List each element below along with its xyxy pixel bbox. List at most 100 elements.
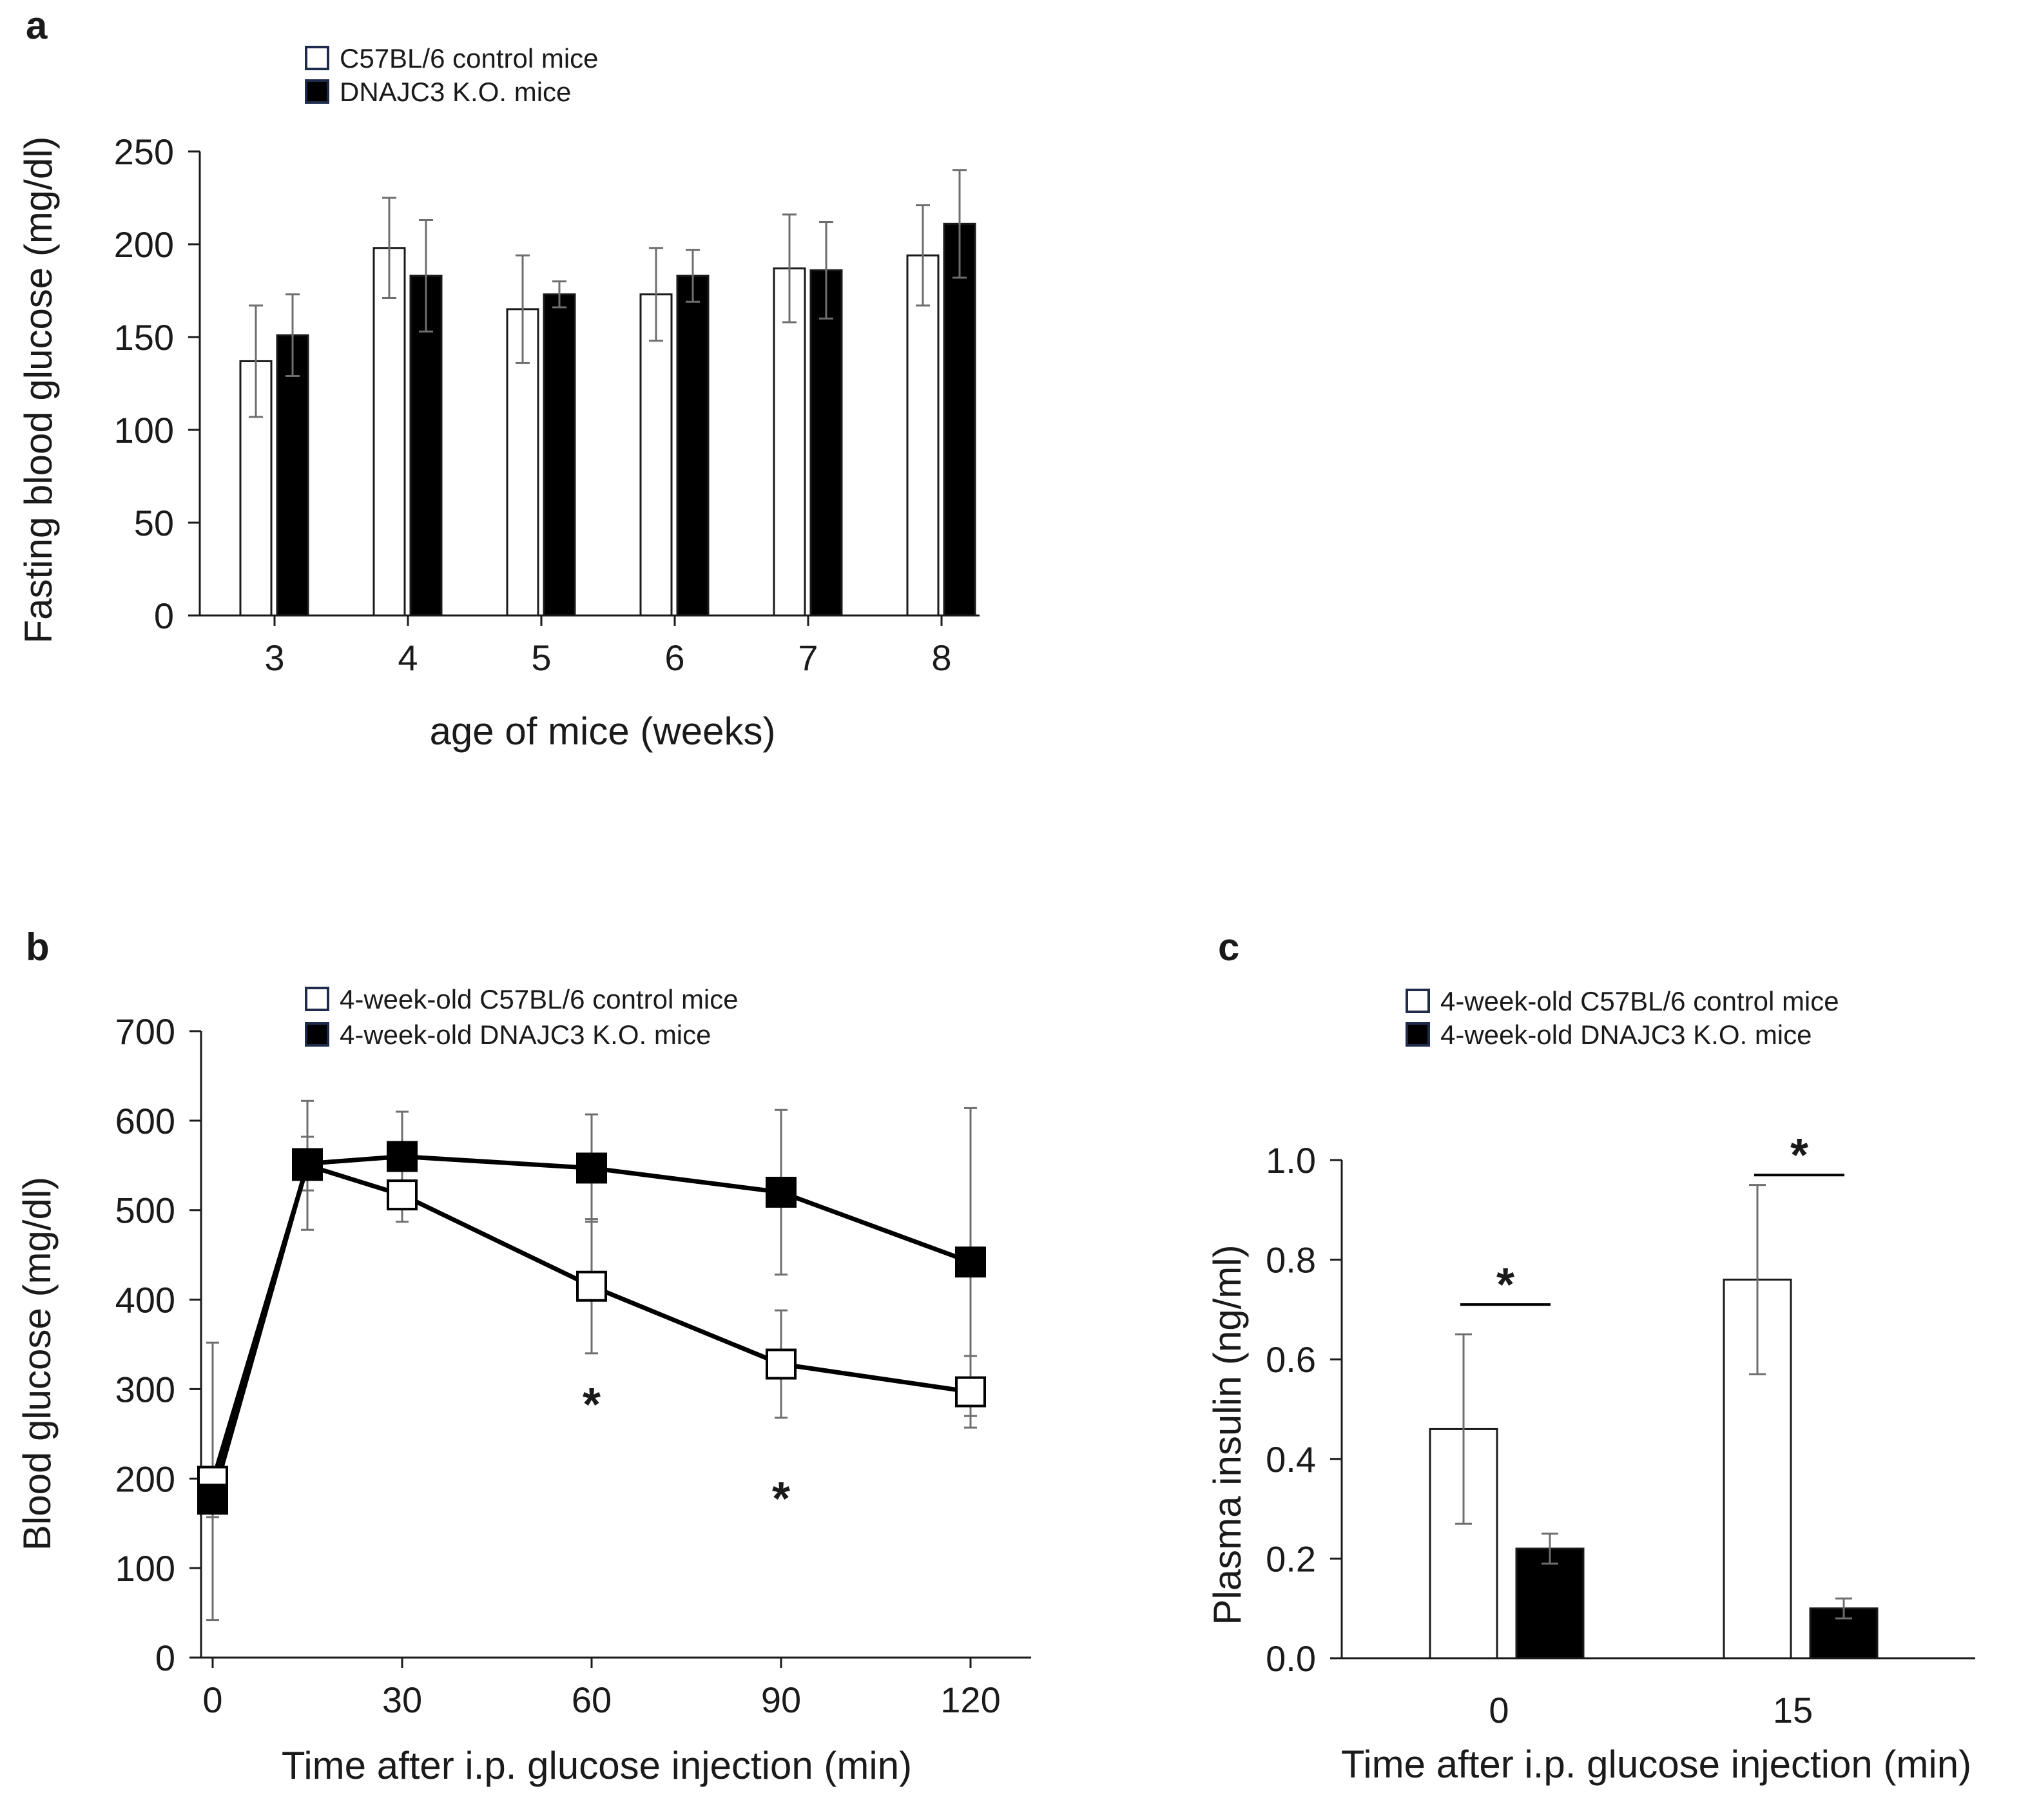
- panel-a-error-bar: [819, 220, 833, 320]
- panel-c-ytick-label: 0.8: [1266, 1240, 1316, 1281]
- panel-c-error-bar: [1749, 1184, 1766, 1375]
- panel-a-x-axis-title: age of mice (weeks): [430, 710, 776, 753]
- panel-a-bar-ko: [276, 334, 309, 617]
- panel-b-ytick-label: 600: [115, 1101, 175, 1141]
- panel-b-marker-ko: [955, 1246, 986, 1278]
- panel-b-xtick-label: 90: [761, 1680, 801, 1720]
- panel-c-legend-label-1: 4-week-old DNAJC3 K.O. mice: [1440, 1020, 1812, 1050]
- panel-a-error-bar: [285, 293, 300, 377]
- panel-c-ytick-label: 0.0: [1266, 1638, 1316, 1679]
- panel-a-ytick-label: 100: [114, 410, 174, 450]
- panel-b-ytick-label: 100: [115, 1548, 175, 1589]
- panel-a-bar-control: [639, 293, 673, 617]
- panel-c-legend-swatch-0: [1406, 989, 1430, 1013]
- panel-b-marker-ko: [766, 1176, 797, 1208]
- panel-b-ytick-label: 500: [115, 1190, 175, 1231]
- panel-b-marker-control: [955, 1376, 986, 1408]
- panel-b-ytick-label: 0: [155, 1638, 175, 1678]
- panel-a-error-bar: [952, 169, 967, 279]
- panel-a-ytick-label: 50: [134, 503, 174, 543]
- panel-b-ytick-label: 700: [115, 1011, 175, 1052]
- panel-a-xtick-label: 5: [531, 637, 551, 678]
- panel-b-axes: [189, 1030, 1031, 1668]
- panel-b-xtick-label: 30: [382, 1680, 422, 1720]
- panel-b-marker-ko: [387, 1141, 418, 1172]
- panel-c-error-bar: [1542, 1533, 1558, 1565]
- panel-a-bar-ko: [809, 269, 843, 617]
- panel-a-bar-ko: [676, 275, 710, 617]
- panel-b-marker-control: [576, 1270, 607, 1302]
- panel-c-error-bar: [1455, 1333, 1472, 1525]
- panel-b-marker-control: [766, 1348, 797, 1380]
- panel-a-xtick-label: 6: [664, 637, 684, 678]
- panel-a-bar-control: [239, 360, 273, 617]
- panel-c-xtick-label: 0: [1489, 1690, 1509, 1730]
- panel-a-bar-ko: [943, 222, 976, 617]
- panel-b-ytick-label: 200: [115, 1458, 175, 1499]
- panel-a-ytick-label: 0: [154, 595, 174, 636]
- panel-c-legend-swatch-1: [1406, 1022, 1430, 1047]
- panel-a-error-bar: [516, 254, 530, 364]
- panel-c-x-axis-title: Time after i.p. glucose injection (min): [1341, 1743, 1971, 1786]
- panel-a-y-axis-title: Fasting blood glucose (mg/dl): [17, 136, 60, 643]
- panel-a-xtick-label: 3: [264, 637, 284, 678]
- panel-b-legend-label-0: 4-week-old C57BL/6 control mice: [340, 984, 739, 1014]
- panel-label-a: a: [26, 4, 48, 47]
- panel-a-xtick-label: 4: [398, 637, 418, 678]
- panel-b-significance-star: *: [772, 1473, 790, 1525]
- panel-c-ytick-label: 0.6: [1266, 1339, 1316, 1380]
- panel-a-legend-swatch-1: [305, 79, 329, 104]
- panel-b-legend-swatch-0: [305, 987, 329, 1011]
- panel-a-bar-control: [906, 254, 940, 617]
- panel-c-bar-ko: [1515, 1547, 1585, 1660]
- panel-a-bar-control: [506, 308, 539, 617]
- panel-a-axes: [188, 150, 980, 626]
- panel-b-xtick-label: 0: [202, 1680, 222, 1720]
- panel-b-legend-label-1: 4-week-old DNAJC3 K.O. mice: [340, 1020, 711, 1050]
- panel-c-ytick-label: 1.0: [1266, 1140, 1316, 1181]
- panel-c-significance-star: *: [1790, 1130, 1808, 1181]
- panel-a-ytick-label: 150: [114, 317, 174, 358]
- panel-c-ytick-label: 0.4: [1266, 1439, 1316, 1480]
- panel-c-axes: [1330, 1159, 1975, 1660]
- panel-a-legend-label-0: C57BL/6 control mice: [340, 43, 599, 73]
- panel-label-b: b: [26, 925, 50, 969]
- panel-a-bar-control: [773, 267, 806, 617]
- panel-b-xtick-label: 120: [940, 1680, 1000, 1720]
- panel-b-line-ko: [210, 1154, 972, 1500]
- panel-b-xtick-label: 60: [572, 1680, 612, 1720]
- panel-b-ytick-label: 300: [115, 1369, 175, 1409]
- panel-a-bar-control: [372, 247, 406, 617]
- panel-b-marker-ko: [576, 1152, 607, 1184]
- panel-b-marker-control: [387, 1179, 418, 1211]
- panel-label-c: c: [1218, 925, 1239, 969]
- panel-c-ytick-label: 0.2: [1266, 1538, 1316, 1579]
- panel-a-ytick-label: 250: [114, 131, 174, 172]
- panel-a-error-bar: [419, 219, 433, 333]
- panel-c-legend-label-0: 4-week-old C57BL/6 control mice: [1440, 986, 1839, 1016]
- panel-b-marker-ko: [197, 1484, 228, 1515]
- panel-a-error-bar: [382, 197, 396, 300]
- panel-a-legend-swatch-0: [305, 46, 329, 70]
- panel-b-legend-swatch-1: [305, 1022, 329, 1047]
- panel-a-error-bar: [916, 204, 930, 307]
- panel-a-error-bar: [249, 304, 263, 418]
- panel-a-error-bar: [649, 247, 663, 342]
- panel-b-y-axis-title: Blood glucose (mg/dl): [15, 1177, 59, 1551]
- panel-a-xtick-label: 8: [931, 637, 951, 678]
- panel-a-error-bar: [686, 249, 700, 303]
- panel-a-error-bar: [552, 280, 566, 309]
- panel-b-significance-star: *: [583, 1379, 601, 1431]
- panel-a-bar-ko: [543, 293, 576, 617]
- panel-a-legend-label-1: DNAJC3 K.O. mice: [340, 77, 571, 107]
- panel-a-xtick-label: 7: [798, 637, 818, 678]
- panel-c-error-bar: [1835, 1597, 1852, 1620]
- panel-a-ytick-label: 200: [114, 224, 174, 265]
- panel-b-ytick-label: 400: [115, 1280, 175, 1321]
- panel-c-y-axis-title: Plasma insulin (ng/ml): [1206, 1244, 1249, 1625]
- panel-b-x-axis-title: Time after i.p. glucose injection (min): [282, 1744, 912, 1787]
- panel-c-xtick-label: 15: [1773, 1690, 1813, 1730]
- panel-b-marker-ko: [292, 1148, 323, 1179]
- panel-c-significance-star: *: [1496, 1259, 1514, 1311]
